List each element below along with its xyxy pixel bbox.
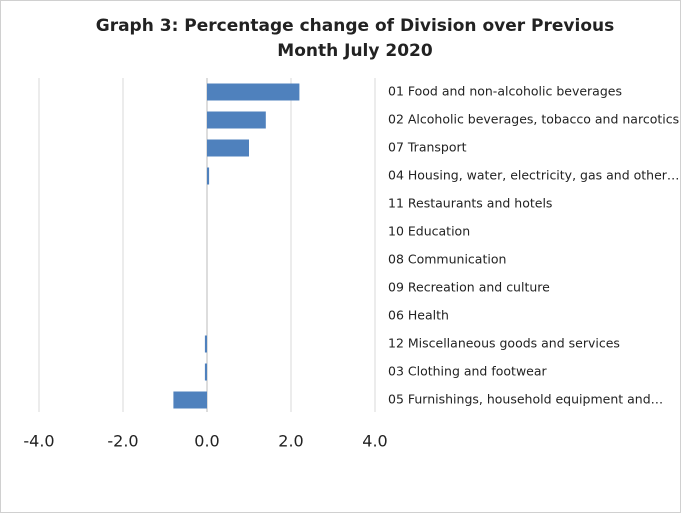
category-label: 10 Education xyxy=(388,224,470,239)
category-label: 09 Recreation and culture xyxy=(388,280,550,295)
category-label: 02 Alcoholic beverages, tobacco and narc… xyxy=(388,112,679,127)
x-tick-label: -4.0 xyxy=(23,432,54,451)
bar xyxy=(204,335,207,353)
category-label: 03 Clothing and footwear xyxy=(388,364,548,379)
chart-title: Graph 3: Percentage change of Division o… xyxy=(95,16,615,61)
category-label: 12 Miscellaneous goods and services xyxy=(388,336,620,351)
x-tick-label: 0.0 xyxy=(194,432,219,451)
category-label: 05 Furnishings, household equipment and… xyxy=(388,392,663,407)
bar xyxy=(207,83,300,101)
bar xyxy=(173,391,207,409)
bar xyxy=(207,167,210,185)
bar xyxy=(204,363,207,381)
x-tick-label: 2.0 xyxy=(278,432,303,451)
category-label: 01 Food and non-alcoholic beverages xyxy=(388,84,622,99)
category-label: 06 Health xyxy=(388,308,449,323)
category-label: 08 Communication xyxy=(388,252,506,267)
category-label: 04 Housing, water, electricity, gas and … xyxy=(388,168,679,183)
bar xyxy=(207,139,249,157)
category-label: 07 Transport xyxy=(388,140,467,155)
x-tick-label: 4.0 xyxy=(362,432,387,451)
x-tick-label: -2.0 xyxy=(107,432,138,451)
category-label: 11 Restaurants and hotels xyxy=(388,196,552,211)
bar xyxy=(207,111,266,129)
